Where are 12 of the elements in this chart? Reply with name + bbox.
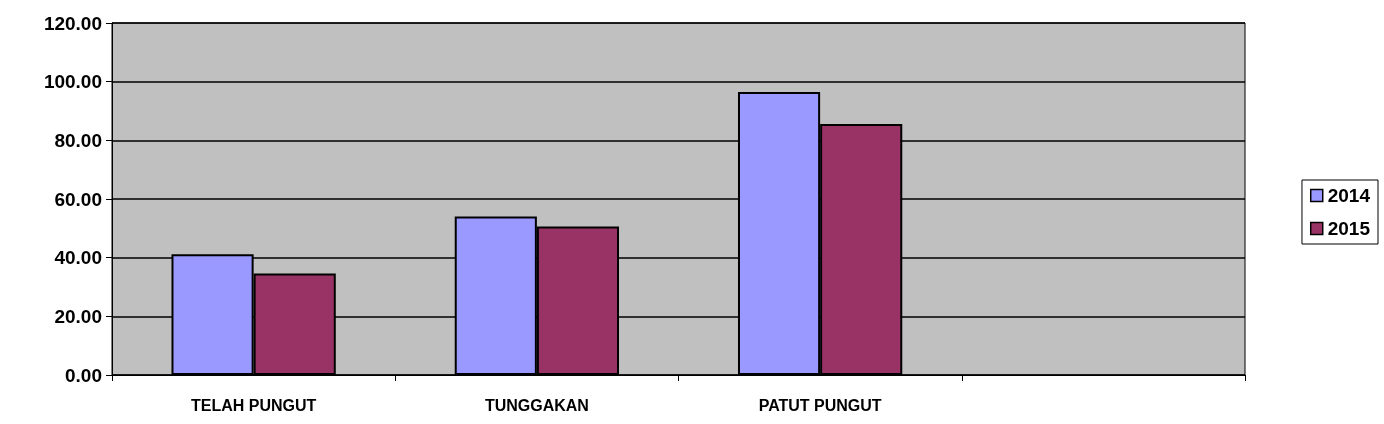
y-tick-label: 0.00 (65, 364, 102, 386)
y-tick-label: 60.00 (54, 188, 102, 210)
legend-label: 2014 (1327, 185, 1371, 206)
y-tick-label: 120.00 (43, 12, 102, 34)
x-tick-label: PATUT PUNGUT (758, 396, 882, 414)
y-tick-label: 100.00 (43, 71, 102, 93)
y-tick-label: 40.00 (54, 247, 102, 269)
x-tick-label: TUNGGAKAN (484, 396, 589, 414)
legend-label: 2015 (1327, 218, 1371, 239)
y-tick-label: 20.00 (54, 305, 102, 327)
y-tick-label: 80.00 (54, 129, 102, 151)
x-tick-label: TELAH PUNGUT (190, 396, 317, 414)
